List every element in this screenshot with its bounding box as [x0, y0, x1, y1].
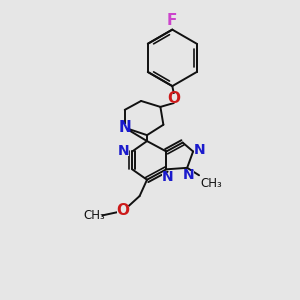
FancyBboxPatch shape: [119, 124, 130, 132]
Text: CH₃: CH₃: [200, 177, 222, 190]
Text: N: N: [194, 143, 206, 157]
Text: F: F: [167, 13, 178, 28]
FancyBboxPatch shape: [194, 146, 205, 154]
Text: N: N: [118, 120, 131, 135]
Text: N: N: [162, 170, 174, 184]
FancyBboxPatch shape: [163, 172, 173, 181]
Text: N: N: [183, 168, 194, 182]
Text: CH₃: CH₃: [83, 209, 105, 222]
Text: O: O: [117, 203, 130, 218]
FancyBboxPatch shape: [117, 206, 129, 215]
Text: O: O: [167, 91, 180, 106]
FancyBboxPatch shape: [168, 94, 180, 103]
Text: N: N: [118, 145, 130, 158]
FancyBboxPatch shape: [118, 147, 129, 156]
FancyBboxPatch shape: [183, 171, 194, 179]
